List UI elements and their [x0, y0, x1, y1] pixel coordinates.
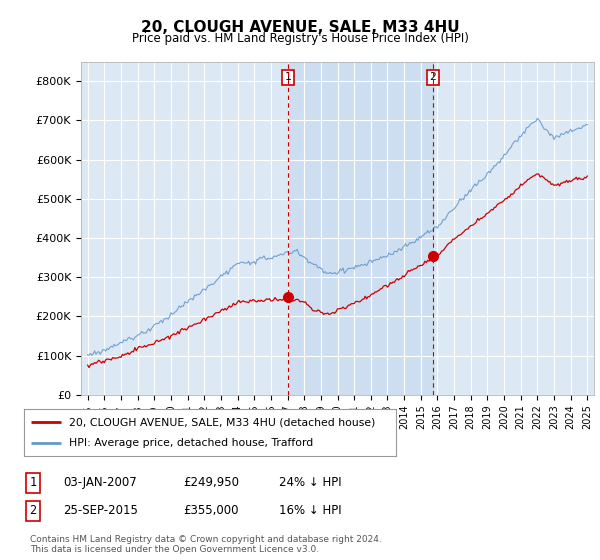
Bar	[287, 62, 433, 395]
Text: £355,000: £355,000	[183, 504, 239, 517]
Text: 2: 2	[430, 72, 436, 82]
Text: £249,950: £249,950	[183, 476, 239, 489]
Text: Price paid vs. HM Land Registry's House Price Index (HPI): Price paid vs. HM Land Registry's House …	[131, 32, 469, 45]
Text: 20, CLOUGH AVENUE, SALE, M33 4HU (detached house): 20, CLOUGH AVENUE, SALE, M33 4HU (detach…	[68, 417, 375, 427]
Text: HPI: Average price, detached house, Trafford: HPI: Average price, detached house, Traf…	[68, 438, 313, 448]
Text: 16% ↓ HPI: 16% ↓ HPI	[279, 504, 341, 517]
Text: 1: 1	[29, 476, 37, 489]
Text: 03-JAN-2007: 03-JAN-2007	[63, 476, 137, 489]
Text: 1: 1	[284, 72, 291, 82]
Text: 25-SEP-2015: 25-SEP-2015	[63, 504, 138, 517]
Text: Contains HM Land Registry data © Crown copyright and database right 2024.
This d: Contains HM Land Registry data © Crown c…	[30, 535, 382, 554]
Text: 20, CLOUGH AVENUE, SALE, M33 4HU: 20, CLOUGH AVENUE, SALE, M33 4HU	[140, 20, 460, 35]
Text: 24% ↓ HPI: 24% ↓ HPI	[279, 476, 341, 489]
Text: 2: 2	[29, 504, 37, 517]
